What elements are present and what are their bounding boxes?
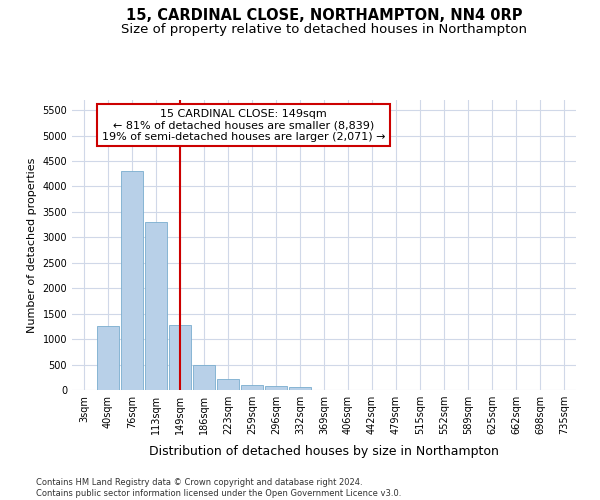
Bar <box>289 387 311 390</box>
Y-axis label: Number of detached properties: Number of detached properties <box>27 158 37 332</box>
Text: Contains HM Land Registry data © Crown copyright and database right 2024.
Contai: Contains HM Land Registry data © Crown c… <box>36 478 401 498</box>
Bar <box>265 386 287 390</box>
Bar <box>121 171 143 390</box>
Text: 15 CARDINAL CLOSE: 149sqm
← 81% of detached houses are smaller (8,839)
19% of se: 15 CARDINAL CLOSE: 149sqm ← 81% of detac… <box>101 108 385 142</box>
Bar <box>241 385 263 390</box>
Bar <box>217 379 239 390</box>
Bar <box>145 222 167 390</box>
Bar <box>97 326 119 390</box>
Bar <box>193 365 215 390</box>
Text: 15, CARDINAL CLOSE, NORTHAMPTON, NN4 0RP: 15, CARDINAL CLOSE, NORTHAMPTON, NN4 0RP <box>126 8 522 22</box>
Text: Distribution of detached houses by size in Northampton: Distribution of detached houses by size … <box>149 444 499 458</box>
Bar <box>169 326 191 390</box>
Text: Size of property relative to detached houses in Northampton: Size of property relative to detached ho… <box>121 22 527 36</box>
